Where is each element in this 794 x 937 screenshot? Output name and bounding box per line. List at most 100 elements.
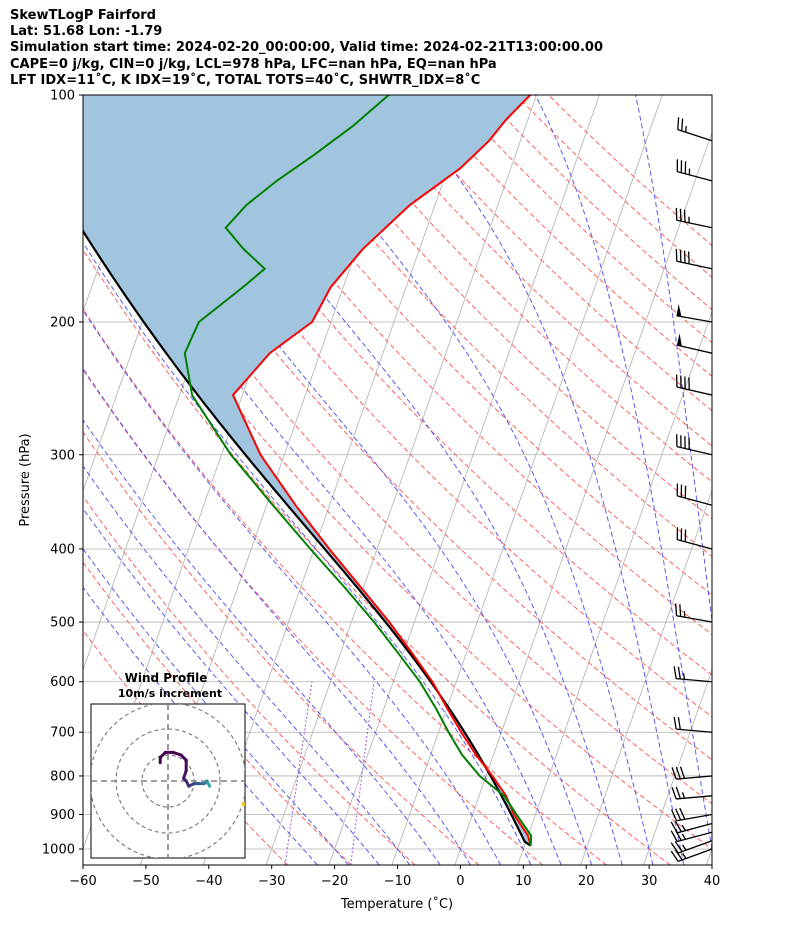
x-tick-label: −10 [384,874,411,889]
isotherm-line [83,95,97,134]
moist-adiabat-line [83,309,502,865]
y-tick-label: 300 [50,448,75,463]
barb-flag [673,666,677,679]
axes: −60 −50 −40 −30 −20 −10 0 10 20 30 40 100 200 300 400 5… [42,89,720,890]
dewpoint-line [183,95,533,846]
barb-shaft [677,840,713,854]
wind-barb [676,374,713,396]
barb-half-flag [682,673,686,680]
wind-barb [676,483,713,506]
barb-shaft [677,822,713,834]
barb-half-flag [681,792,686,799]
x-tick-label: 20 [578,874,595,889]
isotherm-line [265,95,537,865]
isotherm-line [706,847,712,865]
y-tick-label: 200 [50,315,75,330]
barb-flag [670,850,679,862]
dry-adiabat-line [83,248,671,865]
wind-barb [677,117,713,142]
barb-flag [677,666,681,680]
simulation-times: Simulation start time: 2024-02-20_00:00:… [10,40,603,56]
wind-barb [673,716,713,733]
barb-flag [675,786,681,799]
barb-shaft [676,615,713,623]
barb-shaft [676,813,713,822]
moist-adiabat-line [635,95,712,625]
dry-adiabat-line [83,431,480,865]
wind-barb [675,603,713,623]
barb-shaft [677,129,713,142]
moist-adiabat-line [534,95,712,852]
y-tick-label: 400 [50,542,75,557]
barb-shaft [676,795,713,800]
location-coords: Lat: 51.68 Lon: -1.79 [10,24,163,40]
stability-indices: LFT IDX=11˚C, K IDX=19˚C, TOTAL TOTS=40˚… [10,72,481,88]
x-tick-label: 30 [641,874,658,889]
y-tick-label: 1000 [42,843,75,858]
inset-subtitle: 10m/s increment [118,687,222,700]
barb-flag [671,767,677,780]
y-tick-label: 500 [50,616,75,631]
barb-shaft [677,539,713,550]
dry-adiabat-line [222,95,712,596]
x-tick-label: −50 [132,874,159,889]
dry-adiabat-line [124,95,712,718]
y-tick-label: 600 [50,675,75,690]
cape-cin-shading [83,95,531,846]
barb-flag [675,766,681,779]
barb-flag [670,821,678,834]
x-tick-label: 40 [704,874,721,889]
wind-barb [675,207,713,229]
barb-half-flag [682,852,687,859]
x-tick-label: 0 [456,874,464,889]
wind-barb [670,829,713,843]
cape-cin-levels: CAPE=0 j/kg, CIN=0 j/kg, LCL=978 hPa, LF… [10,56,497,72]
moist-adiabat-line [396,95,685,865]
wind-barb [673,666,713,683]
y-axis-label: Pressure (hPa) [18,433,33,526]
inset-title: Wind Profile [125,671,208,685]
x-tick-label: −30 [258,874,285,889]
moist-adiabat-line [269,95,654,865]
dry-adiabat-line [320,95,712,483]
barb-flag [674,820,682,833]
dry-adiabat-line [83,561,352,865]
barb-half-flag [682,844,687,851]
barb-shaft [676,344,713,354]
x-tick-label: −60 [69,874,96,889]
barb-flag [675,603,678,616]
hodograph-inset: Wind Profile 10m/s increment [90,671,246,859]
dry-adiabat-line [515,95,712,278]
moist-adiabat-line [83,241,532,865]
mixing-ratio-line [284,681,313,865]
y-tick-label: 700 [50,726,75,741]
dry-adiabat-line [157,95,712,676]
dry-adiabat-line [255,95,712,558]
dry-adiabat-line [483,95,712,311]
barb-shaft [676,728,713,733]
moist-adiabat-line [173,95,623,865]
barb-flag [677,717,681,730]
barb-shaft [676,775,713,780]
dry-adiabat-line [189,95,712,636]
barb-shaft [677,170,713,182]
isotherm-line [202,95,474,865]
temperature-line [231,95,532,846]
barb-shaft [676,386,713,396]
wind-barb [676,333,713,354]
wind-barb [671,786,713,800]
barb-flag [675,808,682,821]
wind-barbs [670,117,713,862]
isotherm-line [517,310,712,865]
barb-half-flag [681,824,686,831]
barb-flag [670,830,678,842]
wind-barb [670,807,713,822]
moist-adiabat-line [100,95,593,865]
dry-adiabat-line [548,95,712,247]
barb-pennant [676,303,682,317]
barb-flag [679,807,686,820]
wind-barb [670,820,713,834]
barb-shaft [677,495,713,506]
wind-barb [676,434,713,456]
barb-flag [681,118,684,131]
